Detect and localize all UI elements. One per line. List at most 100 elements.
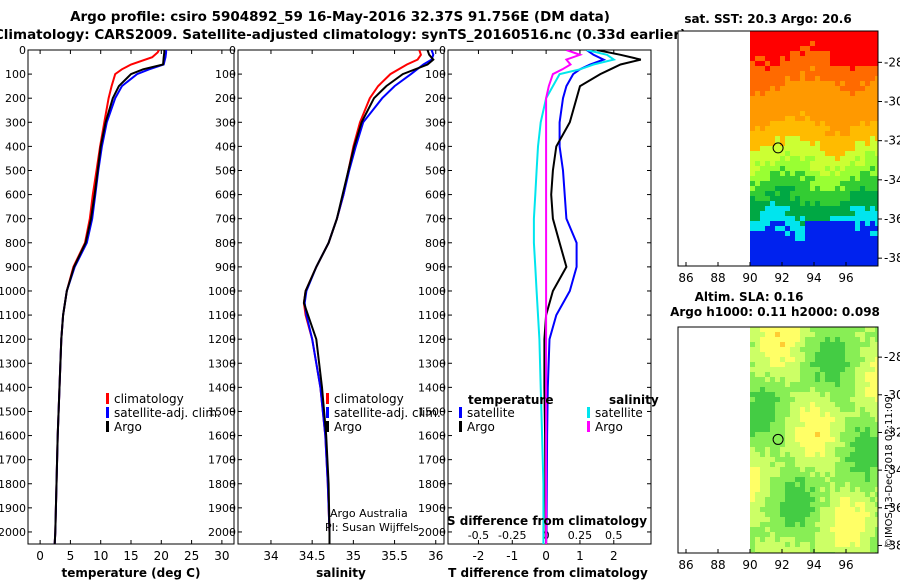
heatmap-cell (850, 216, 856, 222)
sst-heatmap (750, 31, 878, 266)
heatmap-cell (860, 136, 866, 142)
heatmap-cell (760, 131, 766, 137)
heatmap-cell (825, 402, 831, 408)
heatmap-cell (770, 141, 776, 147)
heatmap-cell (840, 462, 846, 468)
heatmap-cell (820, 56, 826, 62)
heatmap-cell (800, 542, 806, 548)
heatmap-cell (760, 432, 766, 438)
heatmap-cell (810, 186, 816, 192)
heatmap-cell (860, 261, 866, 266)
heatmap-cell (770, 216, 776, 222)
heatmap-cell (850, 161, 856, 167)
heatmap-cell (750, 226, 756, 232)
heatmap-cell (765, 497, 771, 503)
lon-tick-label: 96 (838, 271, 853, 285)
heatmap-cell (875, 226, 878, 232)
heatmap-cell (765, 196, 771, 202)
heatmap-cell (800, 91, 806, 97)
heatmap-cell (795, 427, 801, 433)
heatmap-cell (820, 201, 826, 207)
depth-tick-label: 100 (215, 68, 236, 81)
heatmap-cell (800, 166, 806, 172)
heatmap-cell (870, 101, 876, 107)
heatmap-cell (805, 101, 811, 107)
heatmap-cell (850, 156, 856, 162)
heatmap-cell (790, 161, 796, 167)
heatmap-cell (795, 542, 801, 548)
heatmap-cell (770, 166, 776, 172)
heatmap-cell (850, 517, 856, 523)
heatmap-cell (790, 241, 796, 247)
heatmap-cell (750, 176, 756, 182)
heatmap-cell (785, 402, 791, 408)
heatmap-cell (785, 387, 791, 393)
heatmap-cell (870, 327, 876, 333)
heatmap-cell (805, 71, 811, 77)
heatmap-cell (800, 527, 806, 533)
heatmap-cell (850, 176, 856, 182)
heatmap-cell (755, 372, 761, 378)
heatmap-cell (760, 327, 766, 333)
heatmap-cell (830, 191, 836, 197)
depth-tick-label: 1500 (418, 405, 446, 418)
heatmap-cell (750, 347, 756, 353)
heatmap-cell (770, 507, 776, 513)
heatmap-cell (795, 332, 801, 338)
heatmap-cell (780, 357, 786, 363)
heatmap-cell (780, 86, 786, 92)
heatmap-cell (835, 347, 841, 353)
heatmap-cell (785, 377, 791, 383)
heatmap-cell (875, 477, 878, 483)
heatmap-cell (815, 332, 821, 338)
heatmap-cell (815, 412, 821, 418)
temperature-plot-frame (27, 49, 235, 545)
heatmap-cell (815, 141, 821, 147)
heatmap-cell (845, 231, 851, 237)
heatmap-cell (800, 201, 806, 207)
heatmap-cell (875, 31, 878, 37)
heatmap-cell (835, 171, 841, 177)
heatmap-cell (850, 457, 856, 463)
heatmap-cell (785, 512, 791, 518)
heatmap-cell (765, 427, 771, 433)
heatmap-cell (755, 517, 761, 523)
depth-tick-label: 1800 (0, 478, 26, 491)
heatmap-cell (785, 201, 791, 207)
heatmap-cell (815, 327, 821, 333)
heatmap-cell (835, 332, 841, 338)
heatmap-cell (815, 467, 821, 473)
heatmap-cell (860, 482, 866, 488)
heatmap-cell (875, 407, 878, 413)
heatmap-cell (795, 517, 801, 523)
heatmap-cell (825, 507, 831, 513)
heatmap-cell (760, 347, 766, 353)
difference-panel: 0100200300400500600700800900100011001200… (418, 44, 659, 580)
heatmap-cell (830, 126, 836, 132)
heatmap-cell (830, 261, 836, 266)
heatmap-cell (785, 487, 791, 493)
heatmap-cell (755, 507, 761, 513)
heatmap-cell (805, 432, 811, 438)
lat-tick-label: -34 (884, 173, 900, 187)
heatmap-cell (815, 487, 821, 493)
heatmap-cell (840, 457, 846, 463)
heatmap-cell (805, 537, 811, 543)
heatmap-cell (820, 256, 826, 262)
heatmap-cell (800, 251, 806, 257)
heatmap-cell (850, 66, 856, 72)
heatmap-cell (825, 191, 831, 197)
legend-climatology-swatch (106, 393, 109, 404)
heatmap-cell (800, 492, 806, 498)
heatmap-cell (770, 186, 776, 192)
heatmap-cell (820, 51, 826, 57)
heatmap-cell (785, 372, 791, 378)
heatmap-cell (870, 502, 876, 508)
heatmap-cell (860, 71, 866, 77)
heatmap-cell (870, 462, 876, 468)
heatmap-cell (835, 522, 841, 528)
heatmap-cell (755, 362, 761, 368)
heatmap-cell (815, 397, 821, 403)
heatmap-cell (875, 46, 878, 52)
heatmap-cell (805, 447, 811, 453)
